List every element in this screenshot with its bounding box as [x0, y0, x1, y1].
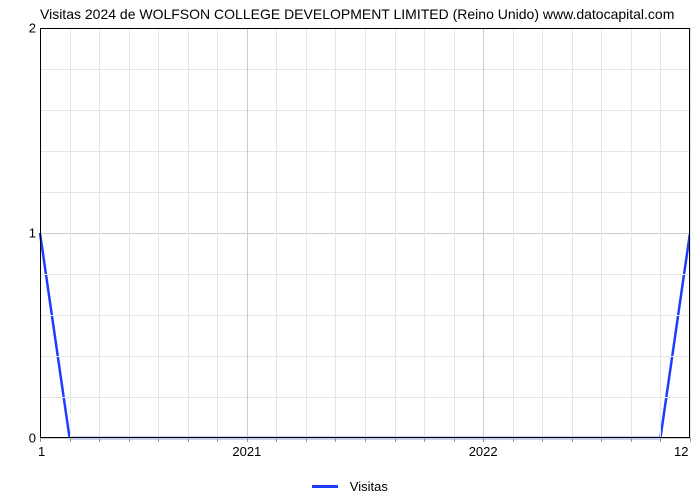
- grid-line-v: [572, 28, 573, 438]
- y-tick-label: 1: [29, 226, 36, 241]
- x-minor-tick: [513, 438, 514, 442]
- x-minor-tick: [276, 438, 277, 442]
- x-minor-tick: [247, 438, 248, 442]
- grid-line-v: [365, 28, 366, 438]
- grid-line-v: [631, 28, 632, 438]
- grid-line-v: [483, 28, 484, 438]
- x-minor-tick: [158, 438, 159, 442]
- chart-container: Visitas 2024 de WOLFSON COLLEGE DEVELOPM…: [0, 0, 700, 500]
- grid-line-v: [306, 28, 307, 438]
- axis-top: [40, 28, 690, 29]
- legend: Visitas: [0, 478, 700, 494]
- x-minor-tick: [217, 438, 218, 442]
- legend-label: Visitas: [350, 479, 388, 494]
- grid-line-v: [660, 28, 661, 438]
- axis-right: [689, 28, 690, 438]
- grid-line-v: [217, 28, 218, 438]
- x-minor-tick: [99, 438, 100, 442]
- x-minor-tick: [542, 438, 543, 442]
- x-minor-tick: [601, 438, 602, 442]
- x-minor-tick: [335, 438, 336, 442]
- x-minor-tick: [129, 438, 130, 442]
- grid-line-v: [129, 28, 130, 438]
- grid-line-v: [247, 28, 248, 438]
- x-minor-tick: [631, 438, 632, 442]
- x-minor-tick: [483, 438, 484, 442]
- grid-line-v: [276, 28, 277, 438]
- grid-line-v: [513, 28, 514, 438]
- x-corner-left: 1: [38, 444, 45, 459]
- x-corner-right: 12: [674, 444, 688, 459]
- x-minor-tick: [306, 438, 307, 442]
- plot-area: [40, 28, 690, 438]
- y-tick-label: 0: [29, 431, 36, 446]
- x-minor-tick: [690, 438, 691, 442]
- y-tick-label: 2: [29, 21, 36, 36]
- grid-line-v: [424, 28, 425, 438]
- x-minor-tick: [660, 438, 661, 442]
- grid-line-v: [335, 28, 336, 438]
- legend-swatch: [312, 485, 338, 488]
- grid-line-v: [601, 28, 602, 438]
- grid-line-v: [188, 28, 189, 438]
- axis-left: [40, 28, 41, 438]
- x-minor-tick: [70, 438, 71, 442]
- grid-line-v: [542, 28, 543, 438]
- x-minor-tick: [454, 438, 455, 442]
- x-minor-tick: [40, 438, 41, 442]
- chart-title: Visitas 2024 de WOLFSON COLLEGE DEVELOPM…: [40, 6, 690, 22]
- grid-line-v: [690, 28, 691, 438]
- grid-line-v: [70, 28, 71, 438]
- x-minor-tick: [365, 438, 366, 442]
- x-minor-tick: [395, 438, 396, 442]
- x-minor-tick: [188, 438, 189, 442]
- x-minor-tick: [424, 438, 425, 442]
- x-minor-tick: [572, 438, 573, 442]
- x-tick-label: 2022: [469, 444, 498, 459]
- x-tick-label: 2021: [232, 444, 261, 459]
- grid-line-v: [99, 28, 100, 438]
- grid-line-v: [395, 28, 396, 438]
- grid-line-v: [454, 28, 455, 438]
- grid-line-v: [158, 28, 159, 438]
